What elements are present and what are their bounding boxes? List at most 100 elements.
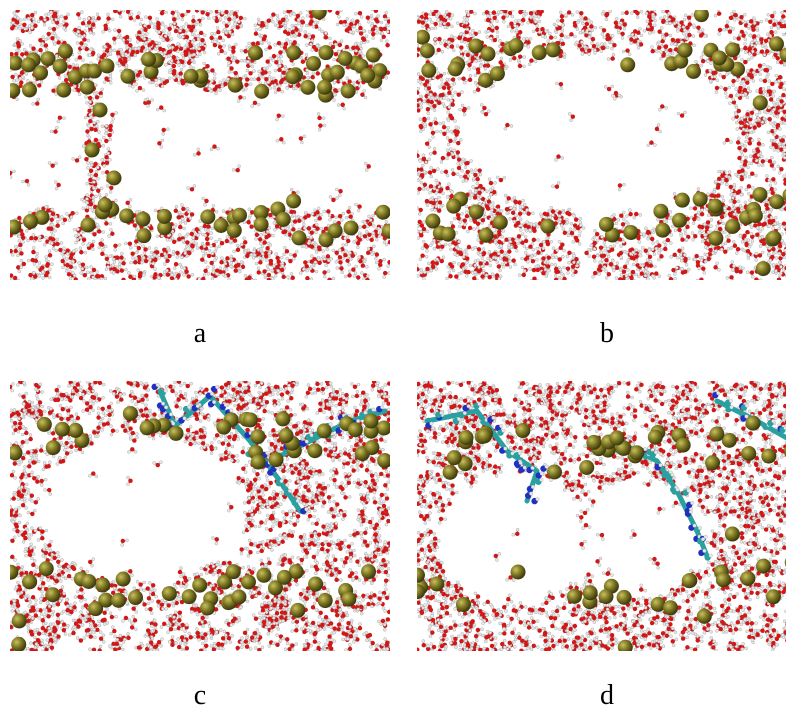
water-molecule	[346, 206, 353, 215]
water-molecule	[770, 493, 778, 501]
water-molecule	[740, 42, 748, 51]
ion-sphere	[725, 42, 740, 57]
ion-sphere	[421, 63, 436, 78]
water-molecule	[531, 238, 539, 246]
water-molecule	[779, 93, 786, 99]
water-molecule	[580, 508, 590, 515]
water-molecule	[555, 255, 565, 262]
water-molecule	[725, 94, 734, 101]
ion-sphere	[22, 82, 37, 97]
water-molecule	[572, 238, 581, 245]
ion-sphere	[417, 30, 430, 45]
water-molecule	[73, 88, 81, 96]
water-molecule	[290, 643, 298, 651]
peptide-atom	[210, 392, 214, 396]
panel-b-label: b	[577, 320, 637, 348]
ion-sphere	[366, 48, 381, 63]
peptide-atom	[212, 400, 216, 404]
water-molecule	[112, 36, 120, 45]
water-molecule	[431, 130, 439, 138]
water-molecule	[174, 205, 182, 214]
water-molecules	[417, 381, 786, 651]
water-molecule	[773, 547, 780, 556]
water-molecule	[195, 627, 203, 635]
water-molecule	[693, 258, 703, 265]
water-molecule	[237, 95, 246, 103]
water-molecule	[582, 452, 592, 459]
water-molecule	[626, 391, 634, 399]
water-molecule	[725, 628, 735, 635]
ion-sphere	[769, 36, 784, 51]
water-molecule	[18, 392, 28, 399]
water-molecule	[755, 230, 761, 240]
ion-sphere	[348, 422, 363, 437]
water-molecule	[97, 645, 104, 651]
water-molecule	[281, 510, 291, 517]
water-molecule	[506, 594, 513, 603]
water-molecule	[597, 483, 603, 493]
water-molecule	[657, 507, 665, 515]
water-molecule	[232, 165, 241, 173]
water-molecule	[210, 144, 220, 151]
water-molecule	[458, 76, 466, 84]
water-molecule	[384, 381, 390, 388]
ion-sphere	[45, 587, 60, 602]
water-molecule	[332, 467, 339, 477]
water-molecule	[344, 643, 352, 651]
water-molecule	[684, 645, 693, 651]
water-molecule	[419, 253, 428, 260]
water-molecule	[10, 470, 17, 480]
water-molecule	[246, 548, 253, 558]
water-molecule	[76, 636, 86, 642]
ion-sphere	[107, 171, 122, 186]
water-molecule	[79, 247, 87, 255]
water-molecule	[456, 381, 465, 387]
water-molecule	[156, 105, 166, 112]
water-molecule	[276, 392, 284, 400]
water-molecule	[355, 557, 362, 567]
water-molecule	[559, 30, 566, 39]
water-molecule	[172, 16, 180, 25]
water-molecule	[329, 195, 339, 202]
water-molecule	[87, 240, 96, 248]
peptide-atom	[156, 383, 160, 387]
ion-sphere	[80, 80, 95, 95]
water-molecule	[299, 135, 306, 144]
ion-sphere	[116, 572, 131, 587]
water-molecule	[124, 241, 132, 249]
water-molecule	[496, 176, 506, 182]
water-molecule	[584, 248, 590, 258]
ion-sphere	[184, 69, 199, 84]
water-molecule	[713, 262, 720, 271]
water-molecule	[27, 491, 34, 501]
water-molecule	[658, 104, 667, 111]
water-molecule	[106, 185, 113, 194]
water-molecule	[565, 443, 575, 449]
water-molecule	[576, 514, 584, 523]
water-molecule	[723, 138, 733, 145]
ion-sphere	[157, 209, 172, 224]
water-molecule	[304, 276, 313, 280]
water-molecule	[173, 271, 182, 278]
ion-sphere	[712, 50, 727, 65]
water-molecule	[322, 270, 330, 278]
water-molecule	[604, 85, 614, 91]
water-molecule	[500, 639, 506, 649]
ion-sphere	[58, 44, 73, 59]
water-molecule	[76, 11, 83, 20]
water-molecule	[360, 89, 367, 99]
ion-sphere	[231, 589, 246, 604]
water-molecule	[779, 542, 786, 551]
ion-sphere	[93, 103, 108, 118]
ion-sphere	[376, 205, 390, 220]
water-molecule	[554, 154, 563, 161]
water-molecule	[99, 634, 105, 644]
water-molecule	[13, 10, 20, 14]
water-molecule	[599, 26, 606, 36]
water-molecule	[136, 12, 143, 21]
water-molecule	[127, 271, 136, 279]
water-molecule	[113, 29, 121, 37]
water-molecule	[331, 555, 338, 565]
water-molecule	[730, 240, 737, 249]
water-molecule	[110, 428, 119, 436]
